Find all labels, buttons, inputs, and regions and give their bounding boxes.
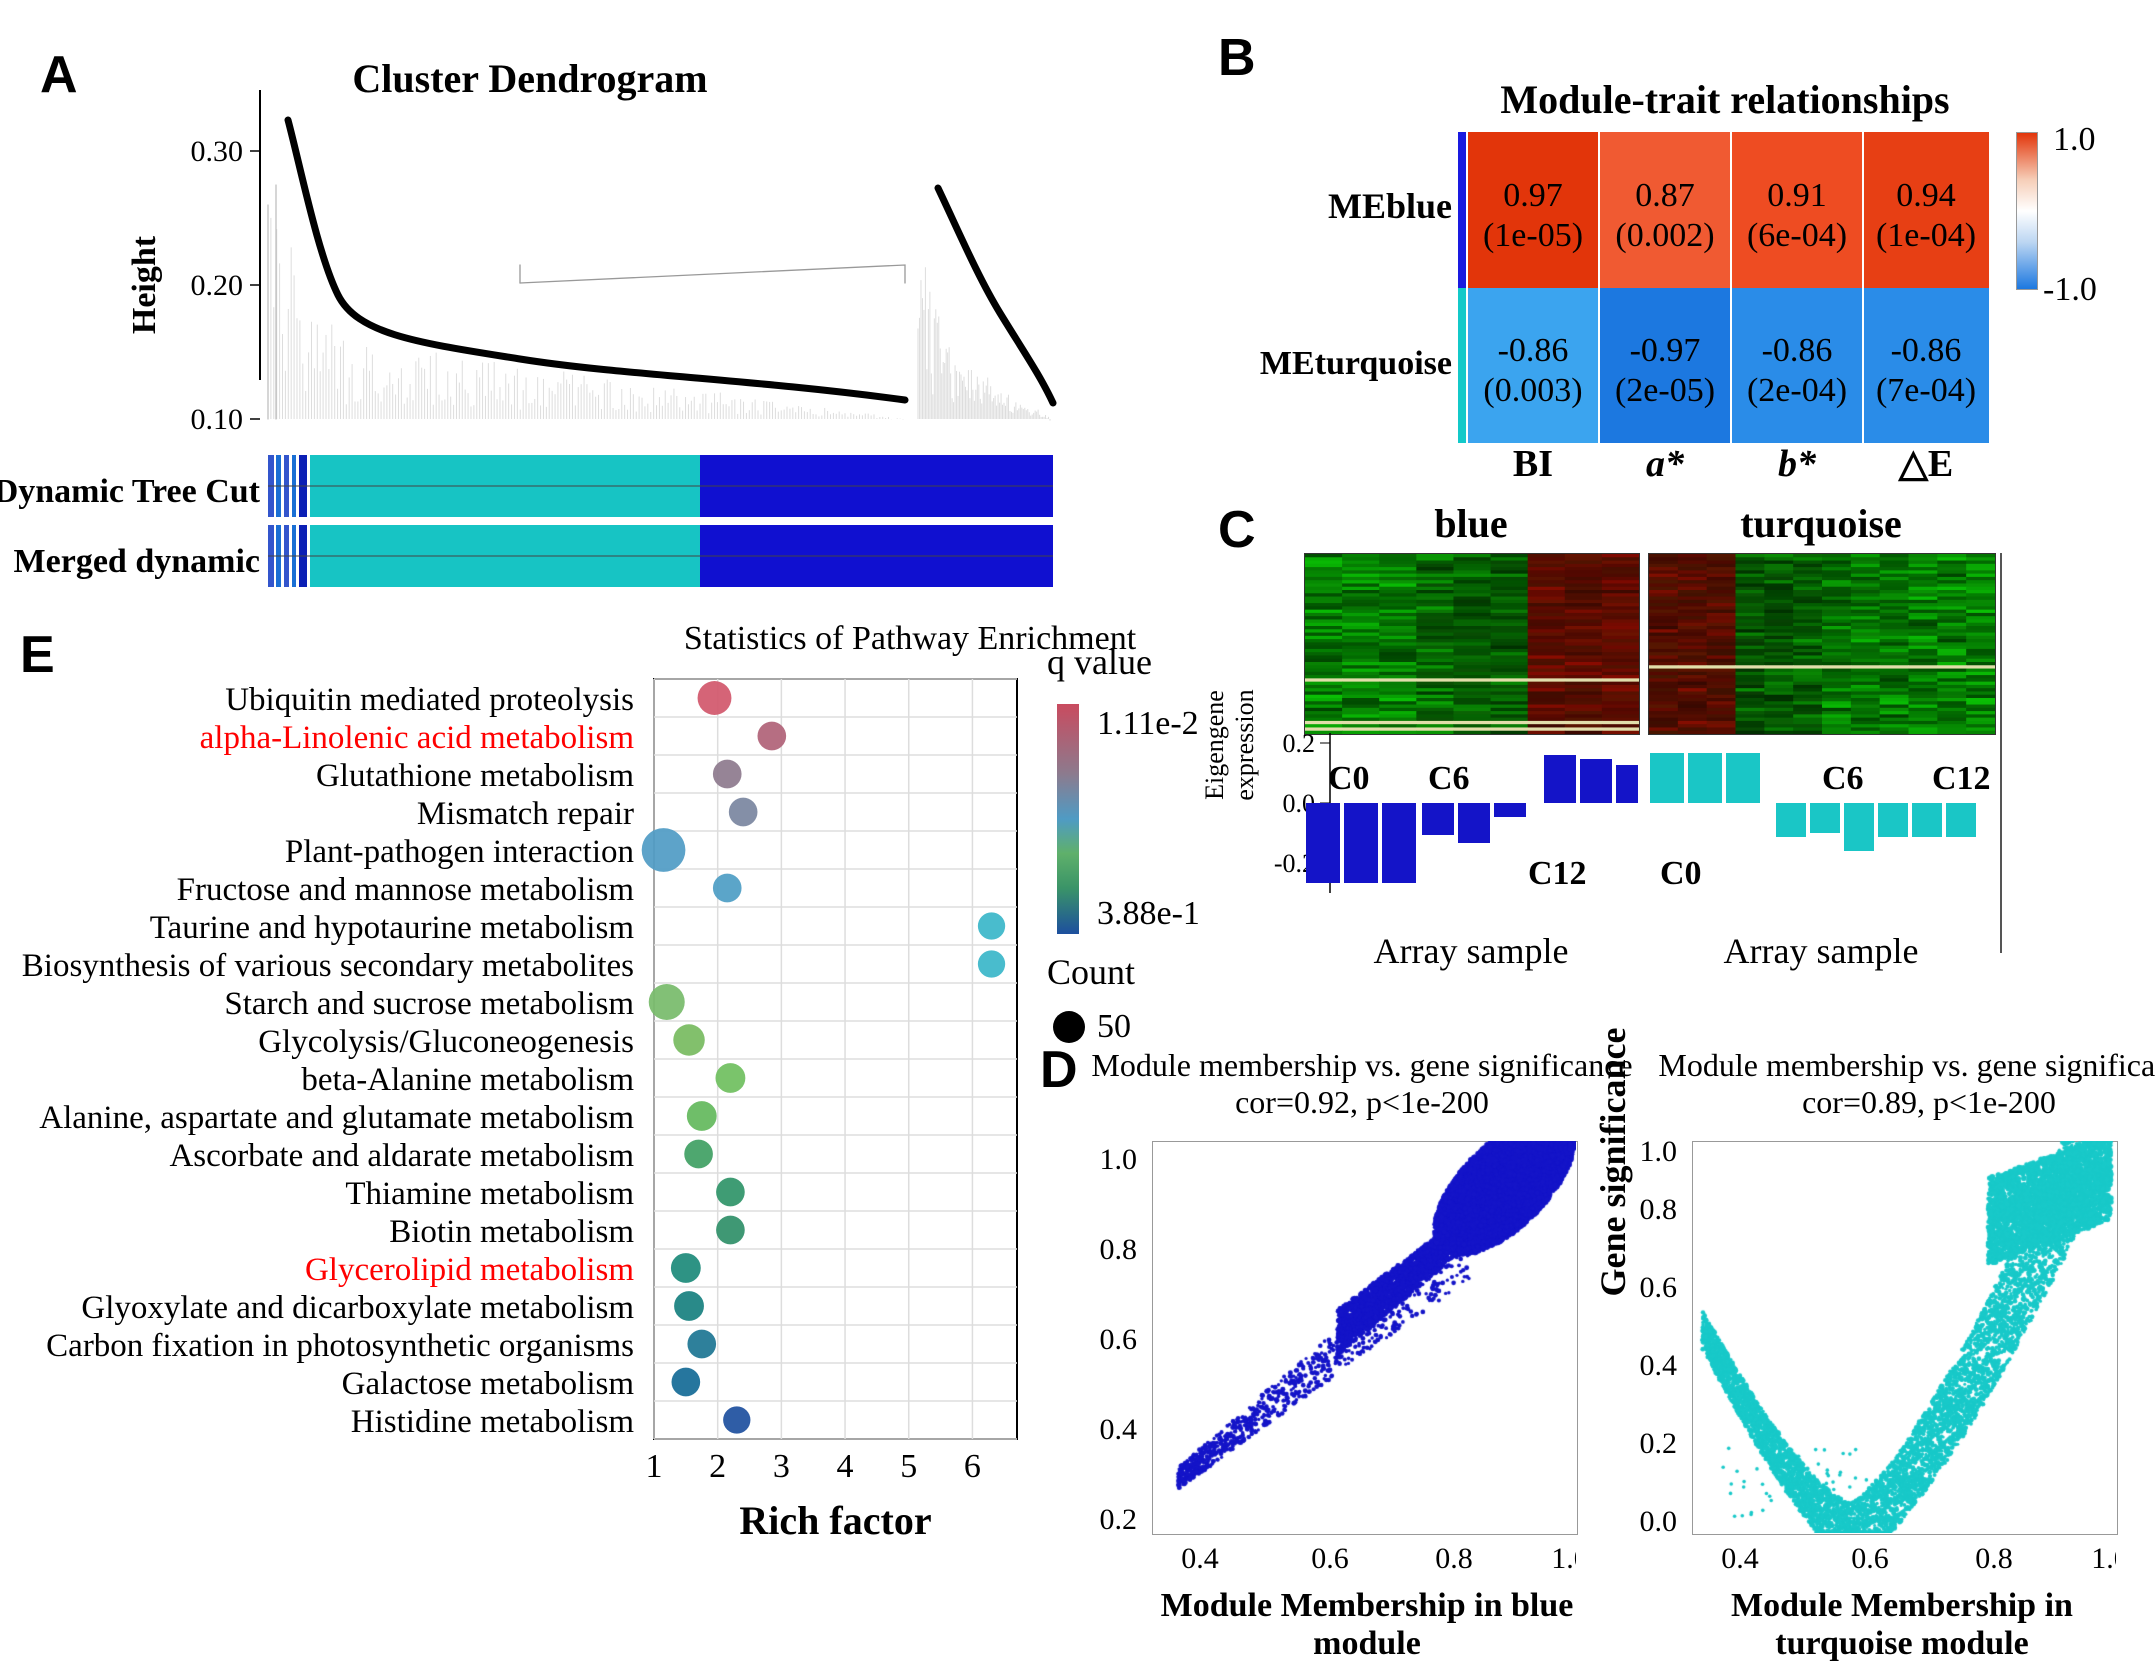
- svg-text:Ubiquitin mediated proteolysis: Ubiquitin mediated proteolysis: [225, 682, 634, 718]
- svg-text:0.6: 0.6: [1640, 1271, 1678, 1304]
- svg-text:Galactose metabolism: Galactose metabolism: [342, 1366, 635, 1402]
- svg-text:(1e-04): (1e-04): [1876, 217, 1976, 254]
- svg-text:0.0: 0.0: [1640, 1505, 1678, 1533]
- svg-text:0.97: 0.97: [1503, 177, 1563, 214]
- svg-text:Count: Count: [1047, 952, 1135, 992]
- svg-text:Plant-pathogen interaction: Plant-pathogen interaction: [285, 834, 634, 870]
- svg-text:Alanine, aspartate and glutama: Alanine, aspartate and glutamate metabol…: [39, 1100, 634, 1136]
- svg-text:Taurine and hypotaurine metabo: Taurine and hypotaurine metabolism: [150, 910, 635, 946]
- svg-text:Starch and sucrose metabolism: Starch and sucrose metabolism: [224, 986, 634, 1022]
- svg-text:Glutathione metabolism: Glutathione metabolism: [316, 758, 634, 794]
- svg-text:b*: b*: [1778, 443, 1817, 485]
- svg-text:MEturquoise: MEturquoise: [1260, 345, 1452, 382]
- svg-text:Ascorbate and aldarate metabol: Ascorbate and aldarate metabolism: [169, 1138, 634, 1174]
- svg-text:0.6: 0.6: [1851, 1542, 1889, 1575]
- svg-text:(2e-04): (2e-04): [1747, 372, 1847, 409]
- svg-text:3.88e-1: 3.88e-1: [1097, 895, 1200, 932]
- svg-text:1.0: 1.0: [2091, 1542, 2116, 1575]
- svg-text:△E: △E: [1898, 443, 1954, 485]
- svg-text:3: 3: [773, 1448, 790, 1485]
- svg-text:0.8: 0.8: [1975, 1542, 2013, 1575]
- svg-text:Biotin metabolism: Biotin metabolism: [389, 1214, 634, 1250]
- svg-text:Glycerolipid metabolism: Glycerolipid metabolism: [305, 1252, 634, 1288]
- svg-text:2: 2: [709, 1448, 726, 1485]
- svg-text:Histidine metabolism: Histidine metabolism: [351, 1404, 635, 1440]
- svg-text:5: 5: [900, 1448, 917, 1485]
- svg-text:alpha-Linolenic acid metabolis: alpha-Linolenic acid metabolism: [200, 720, 635, 756]
- svg-text:a*: a*: [1646, 443, 1685, 485]
- svg-text:4: 4: [837, 1448, 854, 1485]
- svg-text:1.0: 1.0: [1640, 1141, 1678, 1168]
- svg-text:(7e-04): (7e-04): [1876, 372, 1976, 409]
- svg-text:Mismatch repair: Mismatch repair: [417, 796, 634, 832]
- svg-text:Rich factor: Rich factor: [739, 1498, 931, 1543]
- svg-text:0.94: 0.94: [1896, 177, 1956, 214]
- svg-text:0.87: 0.87: [1635, 177, 1695, 214]
- svg-text:Carbon fixation in photosynthe: Carbon fixation in photosynthetic organi…: [46, 1328, 634, 1364]
- svg-text:(6e-04): (6e-04): [1747, 217, 1847, 254]
- svg-text:Fructose and mannose metabolis: Fructose and mannose metabolism: [177, 872, 635, 908]
- svg-text:1: 1: [646, 1448, 663, 1485]
- svg-text:-0.86: -0.86: [1498, 332, 1569, 369]
- svg-text:50: 50: [1097, 1008, 1131, 1045]
- svg-text:Glyoxylate and dicarboxylate m: Glyoxylate and dicarboxylate metabolism: [81, 1290, 634, 1326]
- svg-text:beta-Alanine metabolism: beta-Alanine metabolism: [301, 1062, 634, 1098]
- svg-text:0.8: 0.8: [1640, 1193, 1678, 1226]
- svg-text:-0.86: -0.86: [1762, 332, 1833, 369]
- svg-text:-0.97: -0.97: [1630, 332, 1701, 369]
- svg-text:Glycolysis/Gluconeogenesis: Glycolysis/Gluconeogenesis: [258, 1024, 634, 1060]
- svg-text:(0.003): (0.003): [1483, 372, 1582, 409]
- svg-text:q value: q value: [1047, 642, 1152, 682]
- svg-text:BI: BI: [1513, 443, 1553, 485]
- svg-text:0.2: 0.2: [1640, 1427, 1678, 1460]
- svg-text:0.4: 0.4: [1640, 1349, 1678, 1382]
- svg-text:(0.002): (0.002): [1615, 217, 1714, 254]
- svg-text:(1e-05): (1e-05): [1483, 217, 1583, 254]
- svg-text:0.4: 0.4: [1721, 1542, 1759, 1575]
- svg-text:1.11e-2: 1.11e-2: [1097, 705, 1199, 742]
- svg-text:0.91: 0.91: [1767, 177, 1827, 214]
- svg-text:Biosynthesis of various second: Biosynthesis of various secondary metabo…: [22, 948, 634, 984]
- svg-text:(2e-05): (2e-05): [1615, 372, 1715, 409]
- svg-text:-0.86: -0.86: [1891, 332, 1962, 369]
- svg-text:Thiamine metabolism: Thiamine metabolism: [345, 1176, 634, 1212]
- svg-text:MEblue: MEblue: [1328, 186, 1452, 226]
- svg-text:6: 6: [964, 1448, 981, 1485]
